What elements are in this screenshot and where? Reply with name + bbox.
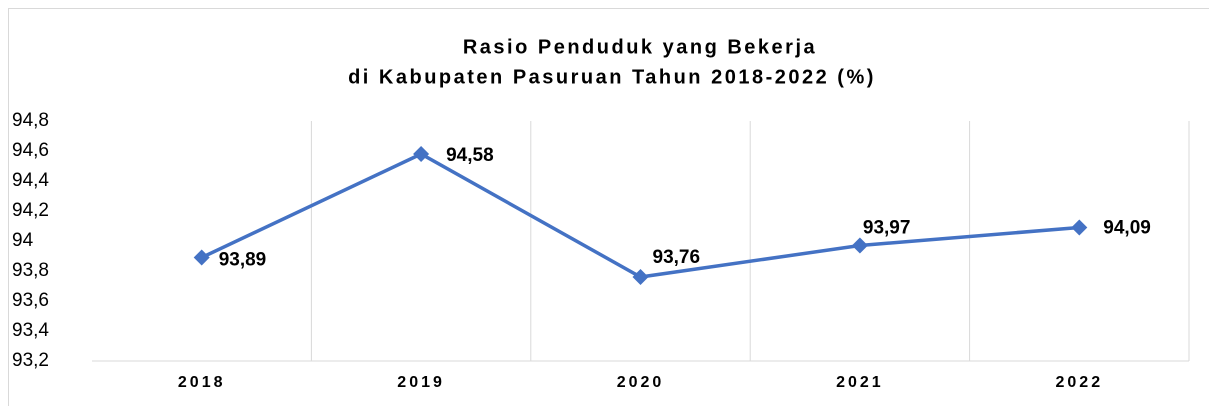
data-label: 94,09 (1103, 218, 1151, 239)
chart-border (8, 8, 1209, 406)
x-tick-label: 2020 (617, 374, 665, 391)
data-marker (1071, 219, 1088, 236)
x-tick-label: 2018 (178, 374, 226, 391)
x-tick-label: 2022 (1056, 374, 1104, 391)
data-label: 94,58 (446, 145, 494, 166)
y-tick-label: 94,2 (12, 200, 49, 221)
y-tick-label: 93,4 (12, 320, 49, 341)
y-tick-label: 94,6 (12, 140, 49, 161)
x-tick-label: 2021 (836, 374, 884, 391)
data-marker (632, 269, 649, 285)
chart-title: Rasio Penduduk yang Bekerja (463, 36, 817, 58)
x-tick-label: 2019 (397, 374, 445, 391)
y-tick-label: 93,2 (12, 350, 49, 371)
y-tick-label: 94,4 (12, 170, 49, 191)
data-label: 93,89 (219, 250, 267, 271)
data-marker (851, 237, 868, 254)
data-label: 93,97 (863, 218, 911, 239)
y-tick-label: 94 (12, 230, 34, 251)
data-label: 93,76 (653, 247, 701, 268)
data-marker (193, 249, 210, 266)
y-tick-label: 93,6 (12, 290, 49, 311)
y-tick-label: 93,8 (12, 260, 49, 281)
data-marker (413, 146, 430, 162)
data-line (200, 152, 1080, 279)
chart-title: di Kabupaten Pasuruan Tahun 2018-2022 (%… (348, 66, 876, 88)
y-tick-label: 94,8 (12, 110, 49, 131)
